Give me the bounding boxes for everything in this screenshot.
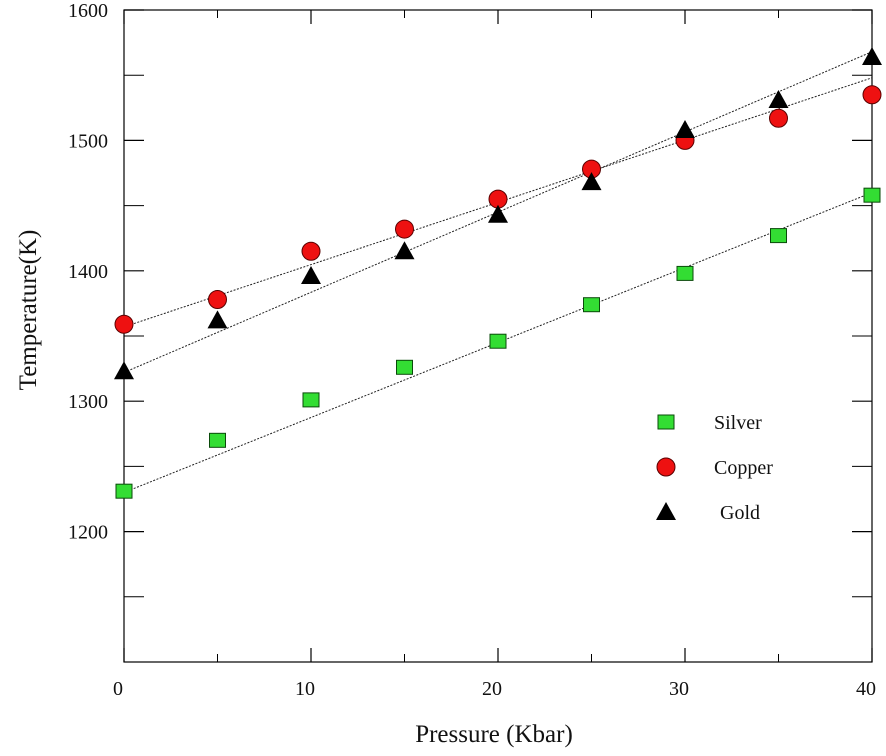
legend: Silver Copper Gold <box>656 412 773 524</box>
x-tick-label: 40 <box>856 678 876 700</box>
gold-point <box>114 361 134 380</box>
copper-point <box>862 85 882 105</box>
gold-point <box>301 266 321 285</box>
legend-label-copper: Copper <box>714 457 773 479</box>
gold-point <box>768 89 789 108</box>
copper-point <box>395 219 414 239</box>
gold-point <box>675 119 695 138</box>
legend-marker-silver <box>657 414 675 430</box>
x-tick-label: 30 <box>669 678 689 700</box>
silver-point <box>209 432 226 448</box>
silver-point <box>770 228 787 244</box>
data-points <box>114 46 882 499</box>
fit-line-copper <box>123 77 873 328</box>
y-tick-label: 1300 <box>68 391 108 413</box>
gold-point <box>488 204 508 223</box>
y-axis-label: Temperature(K) <box>15 230 42 391</box>
silver-point <box>302 392 320 408</box>
gold-point <box>394 241 415 260</box>
legend-label-silver: Silver <box>714 412 762 434</box>
silver-point <box>489 333 507 349</box>
silver-point <box>583 297 600 313</box>
x-tick-label: 20 <box>482 678 502 700</box>
gold-point <box>862 46 882 65</box>
copper-point <box>301 241 321 261</box>
y-tick-label: 1400 <box>68 261 108 283</box>
copper-point <box>769 108 788 128</box>
legend-marker-gold <box>656 502 676 520</box>
ticks: 0 10 20 30 40 1200 1300 1400 1500 1600 <box>68 0 876 700</box>
gold-point <box>207 310 228 329</box>
silver-point <box>396 359 413 375</box>
silver-point <box>863 187 881 203</box>
gold-point <box>581 172 602 191</box>
legend-label-gold: Gold <box>720 502 760 524</box>
y-tick-label: 1500 <box>68 130 108 152</box>
copper-point <box>208 289 227 309</box>
legend-marker-copper <box>656 457 676 477</box>
x-tick-label: 10 <box>295 678 315 700</box>
copper-point <box>114 314 134 334</box>
y-tick-label: 1600 <box>68 0 108 22</box>
silver-point <box>115 483 133 499</box>
x-tick-label: 0 <box>113 678 123 700</box>
y-tick-label: 1200 <box>68 522 108 544</box>
x-axis-label: Pressure (Kbar) <box>415 721 573 748</box>
silver-point <box>676 265 694 281</box>
